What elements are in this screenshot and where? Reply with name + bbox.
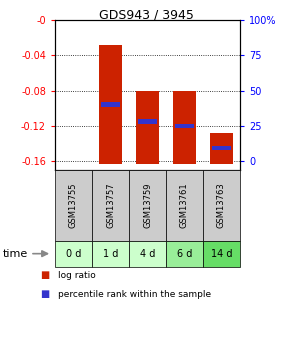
Text: log ratio: log ratio <box>58 271 96 280</box>
Text: 14 d: 14 d <box>211 249 232 259</box>
Text: GSM13757: GSM13757 <box>106 183 115 228</box>
Bar <box>99 45 122 164</box>
Text: GDS943 / 3945: GDS943 / 3945 <box>99 9 194 22</box>
Bar <box>210 133 233 164</box>
Bar <box>101 102 120 107</box>
Text: 1 d: 1 d <box>103 249 118 259</box>
Bar <box>173 91 196 164</box>
Bar <box>175 124 194 128</box>
Text: GSM13755: GSM13755 <box>69 183 78 228</box>
Bar <box>212 146 231 150</box>
Text: percentile rank within the sample: percentile rank within the sample <box>58 290 211 299</box>
Text: GSM13763: GSM13763 <box>217 183 226 228</box>
Bar <box>138 119 157 124</box>
Text: 4 d: 4 d <box>140 249 155 259</box>
Text: GSM13759: GSM13759 <box>143 183 152 228</box>
Text: 6 d: 6 d <box>177 249 192 259</box>
Text: time: time <box>3 249 28 259</box>
Text: ■: ■ <box>40 270 50 280</box>
Text: GSM13761: GSM13761 <box>180 183 189 228</box>
Text: ■: ■ <box>40 289 50 299</box>
Bar <box>137 91 159 164</box>
Text: 0 d: 0 d <box>66 249 81 259</box>
